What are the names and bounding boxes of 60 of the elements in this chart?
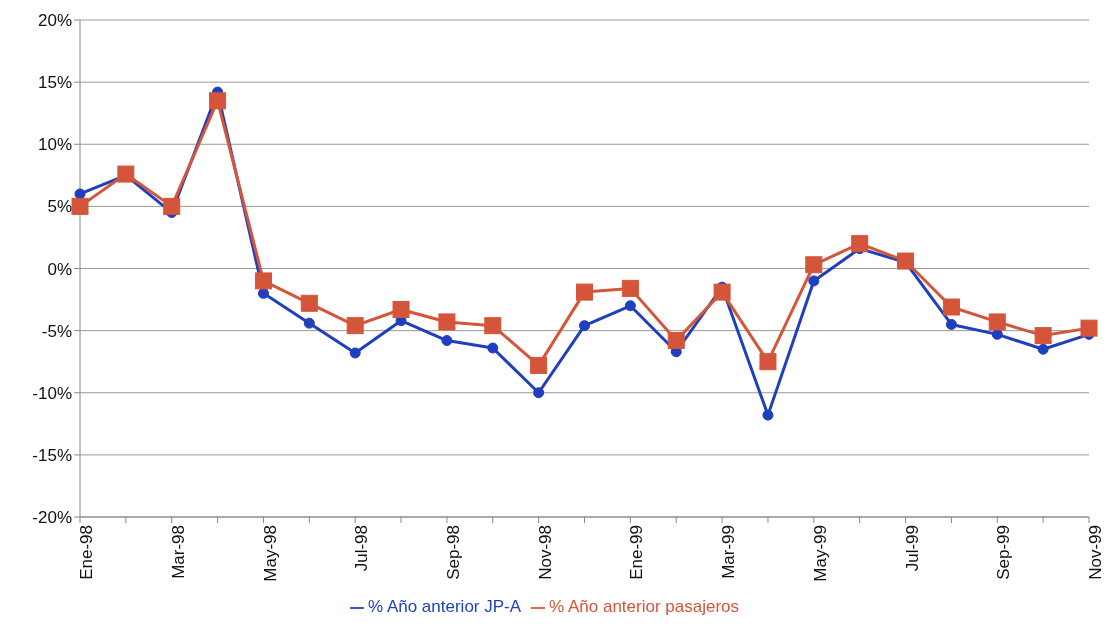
point — [851, 235, 869, 253]
point — [533, 387, 545, 399]
point — [945, 318, 957, 330]
y-tick-label: -15% — [32, 445, 72, 465]
point — [254, 272, 272, 290]
point — [349, 347, 361, 359]
point — [71, 197, 89, 215]
point — [713, 283, 731, 301]
point — [579, 320, 590, 332]
point — [530, 356, 548, 374]
point — [117, 165, 135, 183]
y-tick-label: -5% — [41, 321, 72, 341]
x-tick-label: Sep-99 — [994, 525, 1014, 580]
x-tick-label: Mar-98 — [168, 525, 188, 579]
y-tick-label: 15% — [37, 73, 72, 93]
point — [808, 275, 820, 287]
point — [1034, 327, 1052, 345]
x-tick-label: Jul-99 — [902, 525, 922, 572]
point — [805, 256, 823, 274]
x-tick-label: Mar-99 — [719, 525, 739, 579]
point — [667, 332, 685, 350]
point — [1080, 319, 1098, 337]
point — [74, 188, 86, 200]
x-tick-label: Nov-98 — [535, 525, 555, 580]
point — [441, 335, 453, 347]
x-tick-label: Sep-98 — [443, 525, 463, 580]
x-tick-label: Ene-98 — [77, 525, 97, 580]
legend-label: % Año anterior JP-A — [367, 597, 522, 616]
x-tick-label: Ene-99 — [627, 525, 647, 580]
point — [487, 342, 499, 354]
y-tick-label: -20% — [32, 508, 72, 528]
point — [988, 313, 1006, 331]
point — [300, 294, 318, 312]
y-tick-label: 0% — [47, 259, 72, 279]
point — [759, 353, 777, 371]
y-tick-label: 5% — [47, 197, 72, 217]
point — [303, 317, 315, 329]
legend-label: % Año anterior pasajeros — [549, 597, 740, 616]
point — [257, 287, 269, 299]
point — [163, 197, 181, 215]
point — [621, 279, 639, 297]
point — [484, 317, 502, 335]
point — [942, 298, 960, 316]
y-tick-label: 20% — [37, 11, 72, 31]
point — [1037, 343, 1049, 355]
point — [209, 92, 227, 110]
point — [438, 313, 456, 331]
point — [897, 252, 915, 270]
point — [346, 317, 364, 335]
point — [762, 409, 774, 421]
y-tick-label: -10% — [32, 383, 72, 403]
x-tick-label: May-98 — [260, 525, 280, 582]
point — [392, 301, 410, 318]
x-tick-label: May-99 — [810, 525, 830, 582]
point — [624, 300, 636, 312]
y-tick-label: 10% — [37, 135, 72, 155]
point — [576, 283, 593, 301]
x-tick-label: Nov-99 — [1086, 525, 1106, 580]
point — [991, 328, 1003, 340]
x-tick-label: Jul-98 — [352, 525, 372, 572]
